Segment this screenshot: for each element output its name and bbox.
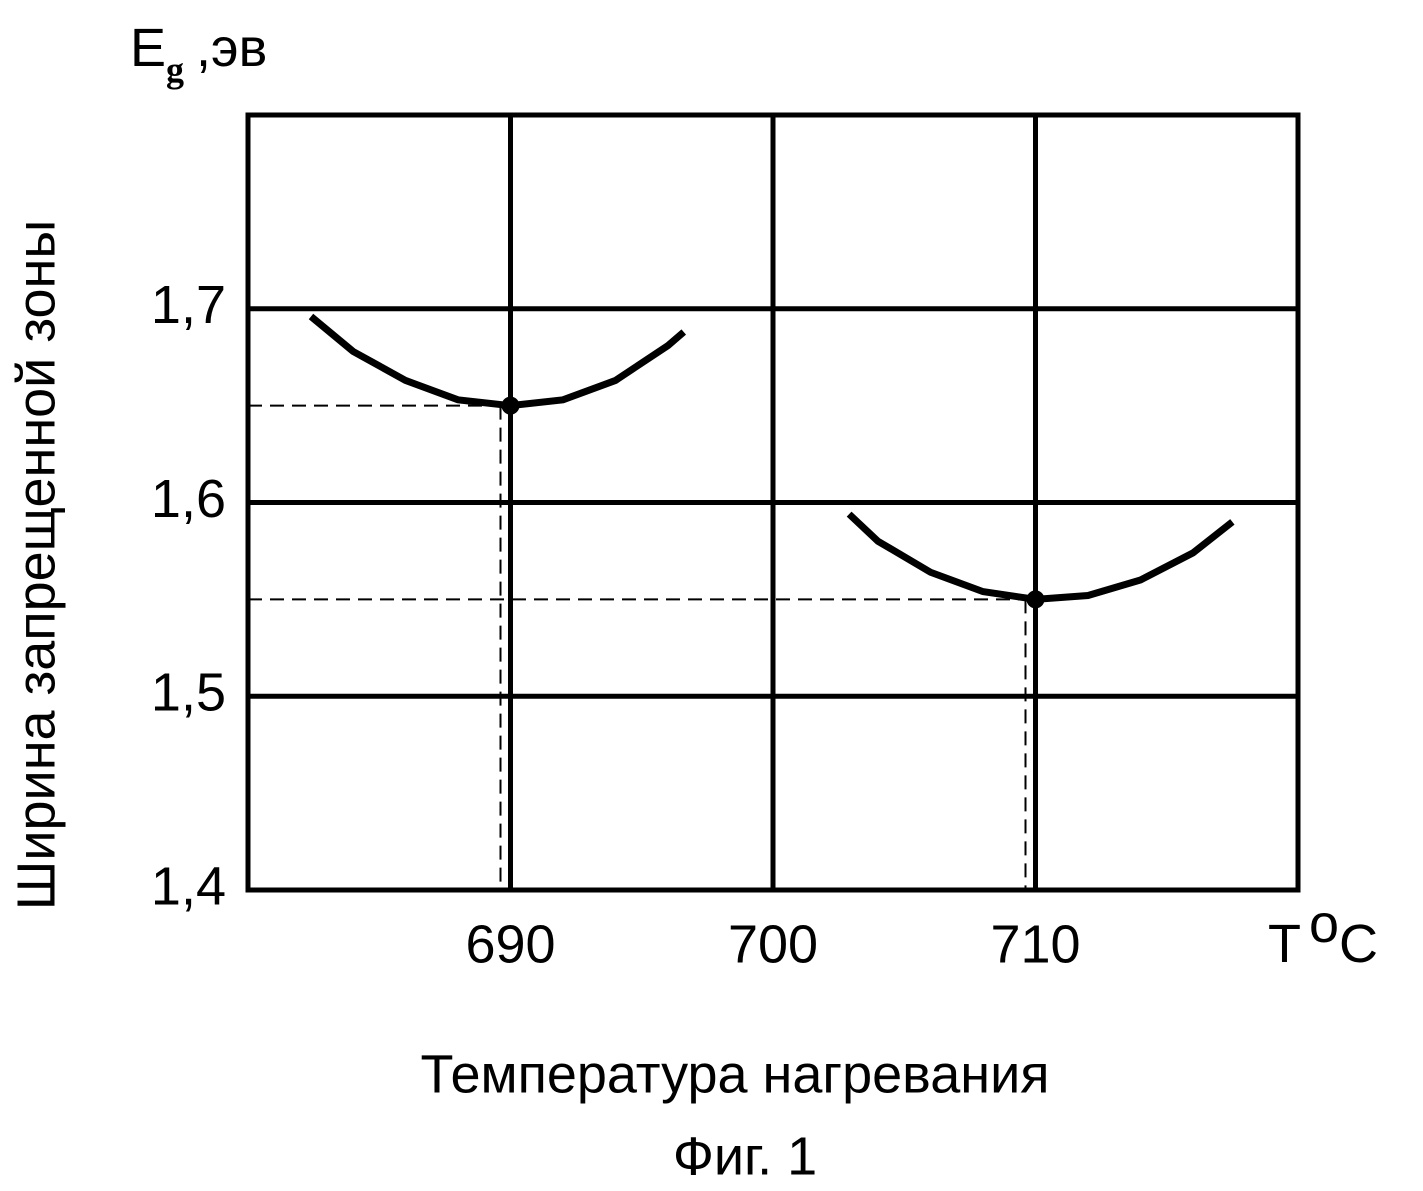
figure-caption: Фиг. 1 [673, 1126, 817, 1186]
y-unit: Eg ,эв [130, 18, 267, 90]
x-unit: ToC [1268, 894, 1378, 974]
y-tick-label: 1,5 [151, 663, 226, 723]
x-unit-text: C [1339, 914, 1378, 974]
y-unit-symbol: E [130, 18, 166, 78]
page: Eg ,эв ToC Ширина запрещенной зоны Темпер… [0, 0, 1423, 1191]
data-line [849, 514, 1232, 599]
y-tick-label: 1,7 [151, 275, 226, 335]
x-axis-label: Температура нагревания [420, 1044, 1049, 1104]
marker [1027, 590, 1045, 608]
x-unit-symbol: T [1268, 914, 1300, 974]
y-unit-text: ,эв [196, 18, 267, 78]
x-tick-label: 710 [990, 914, 1080, 974]
data-line [311, 317, 684, 406]
y-tick-label: 1,6 [151, 469, 226, 529]
y-unit-subscript: g [166, 50, 184, 90]
y-axis-label: Ширина запрещенной зоны [6, 220, 66, 910]
y-tick-label: 1,4 [151, 856, 226, 916]
chart: Eg ,эв ToC Ширина запрещенной зоны Темпер… [0, 0, 1423, 1191]
x-tick-label: 690 [465, 914, 555, 974]
x-tick-label: 700 [728, 914, 818, 974]
marker [502, 397, 520, 415]
x-unit-superscript: o [1309, 894, 1339, 954]
